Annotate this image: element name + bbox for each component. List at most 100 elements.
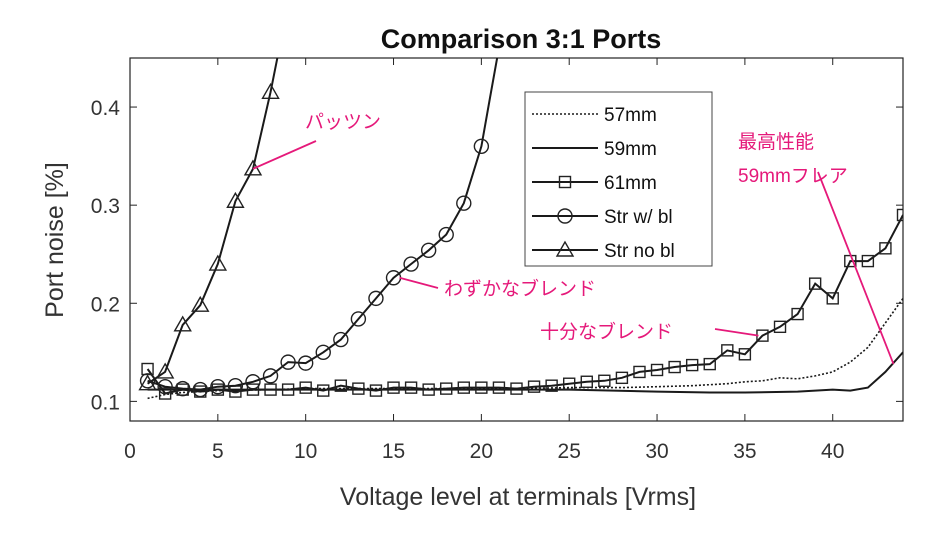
marker-str-no-bl (208, 254, 228, 271)
legend-label-str-no-bl: Str no bl (604, 241, 675, 262)
y-tick-label: 0.2 (91, 293, 120, 316)
marker-61mm (545, 379, 558, 392)
marker-str-no-bl (226, 191, 245, 208)
marker-61mm (457, 381, 470, 394)
x-tick-label: 20 (470, 440, 493, 463)
series-line-57mm (147, 297, 903, 400)
annotation-pattsun: パッツン (305, 112, 381, 133)
marker-str-w-bl (456, 195, 472, 211)
x-tick-label: 5 (212, 440, 224, 463)
marker-61mm (352, 382, 365, 395)
annotation-best-performance: 最高性能 (738, 131, 814, 153)
marker-61mm (826, 292, 839, 305)
marker-61mm (246, 383, 260, 396)
y-tick-label: 0.4 (91, 97, 121, 120)
marker-61mm (158, 387, 172, 400)
marker-str-w-bl (157, 378, 173, 395)
marker-61mm (492, 381, 506, 394)
x-tick-label: 0 (124, 440, 136, 463)
x-axis-label: Voltage level at terminals [Vrms] (340, 483, 696, 511)
x-tick-label: 40 (821, 440, 844, 463)
annotation-full-blend: 十分なブレンド (540, 320, 673, 343)
x-tick-label: 10 (294, 440, 317, 463)
legend-marker-61mm (558, 175, 572, 189)
series-line-str-w-bl (147, 58, 499, 391)
marker-61mm (475, 381, 488, 394)
annotation-full-blend-leader (714, 328, 759, 337)
marker-61mm (791, 307, 804, 321)
legend-marker-str-no-bl (555, 240, 575, 257)
marker-str-w-bl (227, 377, 244, 394)
marker-61mm (334, 379, 348, 392)
marker-61mm (281, 383, 295, 396)
marker-str-w-bl (350, 311, 367, 327)
marker-61mm (387, 381, 400, 394)
legend-label-57mm: 57mm (604, 105, 657, 126)
marker-str-w-bl (420, 242, 437, 258)
plot-frame (129, 57, 904, 422)
marker-str-w-bl (297, 355, 314, 371)
marker-61mm (879, 242, 892, 255)
marker-str-no-bl (173, 315, 192, 332)
marker-str-w-bl (210, 378, 226, 395)
plot-area: 0 5 10 15 20 25 30 35 40 0.1 0.2 0.3 0.4 57mm 59mm 61mm… (91, 57, 904, 463)
x-tick-label: 35 (733, 440, 756, 463)
marker-61mm (598, 374, 611, 387)
marker-61mm (404, 381, 418, 394)
annotation-slight-blend: わずかなブレンド (444, 277, 596, 300)
marker-61mm (685, 358, 699, 372)
marker-str-no-bl (138, 374, 157, 391)
marker-61mm (703, 357, 716, 371)
marker-61mm (563, 377, 576, 390)
series-line-61mm (146, 214, 903, 395)
marker-str-no-bl (155, 362, 175, 379)
chart-title: Comparison 3:1 Ports (381, 24, 662, 54)
marker-str-w-bl (192, 381, 208, 398)
legend-label-59mm: 59mm (604, 139, 657, 160)
marker-61mm (633, 365, 646, 379)
series-line-59mm (147, 351, 903, 394)
marker-61mm (580, 375, 593, 388)
marker-61mm (721, 344, 734, 357)
marker-61mm (738, 348, 752, 361)
marker-61mm (422, 383, 435, 396)
marker-61mm (650, 363, 664, 377)
marker-61mm (773, 320, 787, 334)
marker-61mm (527, 380, 541, 393)
marker-str-no-bl (191, 295, 210, 312)
x-tick-label: 25 (558, 440, 581, 463)
x-tick-label: 30 (645, 440, 668, 463)
y-tick-label: 0.3 (91, 195, 120, 218)
marker-61mm (808, 277, 822, 290)
x-tick-label: 15 (382, 440, 405, 463)
marker-61mm (861, 254, 875, 268)
marker-61mm (211, 383, 225, 396)
marker-61mm (896, 208, 903, 222)
marker-61mm (510, 382, 523, 395)
marker-61mm (264, 383, 277, 396)
marker-61mm (299, 381, 312, 394)
series-group (138, 58, 903, 400)
marker-str-w-bl (333, 331, 349, 348)
y-axis-label: Port noise [%] (41, 162, 69, 318)
marker-str-no-bl (261, 82, 280, 100)
marker-str-w-bl (262, 368, 279, 384)
marker-61mm (615, 371, 629, 385)
marker-61mm (668, 360, 681, 374)
marker-str-w-bl (245, 374, 261, 390)
annotation-slight-blend-leader (399, 276, 439, 289)
marker-str-w-bl (280, 354, 296, 370)
legend-label-61mm: 61mm (604, 173, 657, 194)
annotation-59mm-flare: 59mmフレア (738, 166, 848, 187)
marker-61mm (317, 384, 330, 397)
marker-str-w-bl (315, 344, 331, 361)
marker-str-w-bl (139, 373, 156, 389)
marker-str-w-bl (403, 256, 419, 272)
legend-box (524, 91, 713, 267)
marker-str-w-bl (175, 380, 191, 397)
annotation-pattsun-leader (252, 140, 317, 170)
legend-marker-str-w-bl (557, 208, 573, 224)
legend-label-str-w-bl: Str w/ bl (604, 207, 673, 228)
